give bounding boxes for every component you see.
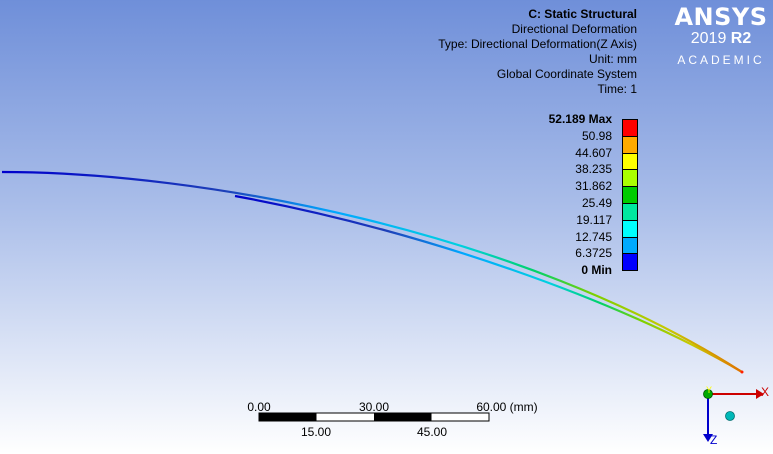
legend-label-2: 44.607 xyxy=(575,145,612,160)
isometric-view-ball[interactable] xyxy=(725,411,735,421)
legend-swatch-5 xyxy=(622,203,638,221)
logo-version-year: 2019 xyxy=(690,30,727,47)
result-info-panel: C: Static Structural Directional Deforma… xyxy=(438,7,637,97)
legend-label-0: 52.189 Max xyxy=(548,112,612,126)
z-axis-arrow xyxy=(703,434,713,442)
beam-lower-edge xyxy=(234,194,743,373)
legend-label-1: 50.98 xyxy=(581,128,612,143)
scale-label-15: 15.00 xyxy=(300,425,332,439)
legend-swatch-1 xyxy=(622,135,638,154)
y-axis-origin xyxy=(703,389,713,399)
beam-upper-edge xyxy=(1,170,743,373)
legend-swatch-2 xyxy=(622,152,638,171)
coordinate-triad[interactable]: X Z Y xyxy=(680,372,773,454)
x-axis-arrow xyxy=(756,389,764,399)
logo-edition: ACADEMIC xyxy=(677,53,765,67)
logo-brand: ANSYS xyxy=(674,3,768,31)
color-legend[interactable]: 52.189 Max 50.98 44.607 38.235 31.862 25.49 19… xyxy=(540,111,640,277)
legend-label-3: 38.235 xyxy=(575,162,612,177)
result-name: Directional Deformation xyxy=(511,22,637,36)
result-type: Type: Directional Deformation(Z Axis) xyxy=(438,37,637,51)
scale-label-0: 0.00 xyxy=(247,400,271,414)
legend-label-8: 6.3725 xyxy=(575,246,612,261)
scale-bar-ruler xyxy=(258,412,490,422)
x-axis-label: X xyxy=(761,385,769,399)
logo-version: 2019 R2 xyxy=(672,30,770,48)
scale-label-45: 45.00 xyxy=(416,425,448,439)
deformed-beam xyxy=(1,170,744,374)
legend-swatch-4 xyxy=(622,186,638,204)
legend-label-4: 31.862 xyxy=(575,179,612,194)
legend-label-6: 19.117 xyxy=(576,212,612,227)
coordinate-system: Global Coordinate System xyxy=(496,67,637,81)
logo-version-release: R2 xyxy=(730,30,752,47)
legend-label-5: 25.49 xyxy=(581,196,612,210)
scale-label-30: 30.00 xyxy=(358,400,390,414)
beam-tip xyxy=(740,370,744,374)
ansys-logo: ANSYS 2019 R2 ACADEMIC xyxy=(672,4,770,69)
y-axis-label: Y xyxy=(706,385,712,395)
scale-label-60: 60.00 (mm) xyxy=(476,400,538,414)
result-time: Time: 1 xyxy=(597,82,637,96)
legend-swatch-7 xyxy=(622,236,638,255)
legend-swatch-0 xyxy=(622,119,638,137)
analysis-title: C: Static Structural xyxy=(528,7,637,21)
legend-swatch-6 xyxy=(622,219,638,238)
legend-swatch-3 xyxy=(622,169,638,188)
result-unit: Unit: mm xyxy=(589,52,637,66)
legend-swatch-8 xyxy=(622,253,638,272)
z-axis-label: Z xyxy=(710,433,717,447)
legend-label-7: 12.745 xyxy=(575,229,612,244)
scale-bar: 0.00 30.00 60.00 (mm) 15.00 45.00 xyxy=(240,398,550,442)
legend-label-9: 0 Min xyxy=(581,263,612,278)
